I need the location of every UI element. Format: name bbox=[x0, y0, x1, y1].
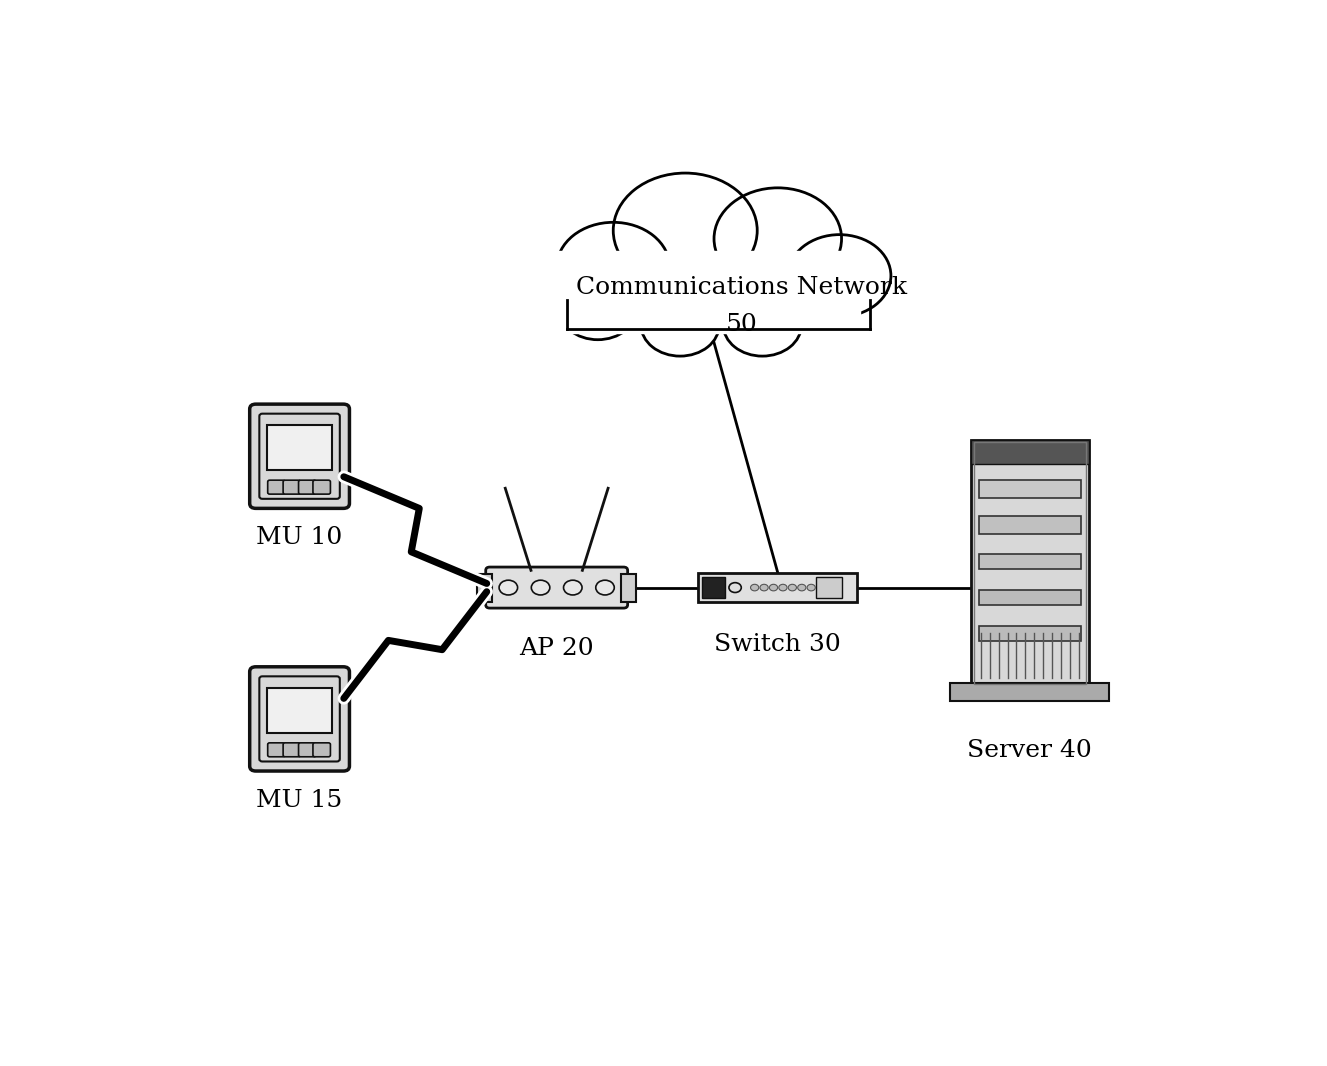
Circle shape bbox=[559, 277, 637, 340]
FancyBboxPatch shape bbox=[979, 626, 1080, 641]
FancyBboxPatch shape bbox=[313, 480, 330, 495]
Circle shape bbox=[714, 188, 841, 290]
FancyBboxPatch shape bbox=[283, 480, 301, 495]
Circle shape bbox=[531, 580, 549, 595]
FancyBboxPatch shape bbox=[950, 683, 1109, 700]
FancyBboxPatch shape bbox=[249, 667, 349, 771]
Text: 50: 50 bbox=[726, 313, 758, 337]
Circle shape bbox=[788, 235, 890, 317]
FancyBboxPatch shape bbox=[698, 572, 857, 602]
Circle shape bbox=[798, 584, 805, 591]
FancyBboxPatch shape bbox=[267, 688, 332, 732]
FancyBboxPatch shape bbox=[299, 743, 316, 757]
FancyBboxPatch shape bbox=[478, 574, 492, 601]
FancyBboxPatch shape bbox=[313, 743, 330, 757]
FancyBboxPatch shape bbox=[979, 591, 1080, 604]
Circle shape bbox=[557, 223, 670, 312]
Circle shape bbox=[729, 583, 742, 593]
FancyBboxPatch shape bbox=[259, 676, 340, 761]
FancyBboxPatch shape bbox=[816, 577, 843, 598]
Circle shape bbox=[788, 584, 796, 591]
Text: Switch 30: Switch 30 bbox=[714, 633, 841, 656]
Text: MU 10: MU 10 bbox=[256, 526, 342, 549]
FancyBboxPatch shape bbox=[979, 516, 1080, 534]
FancyBboxPatch shape bbox=[970, 440, 1089, 687]
FancyBboxPatch shape bbox=[249, 404, 349, 508]
FancyBboxPatch shape bbox=[486, 567, 628, 608]
FancyBboxPatch shape bbox=[979, 480, 1080, 498]
Circle shape bbox=[641, 294, 719, 356]
FancyBboxPatch shape bbox=[979, 554, 1080, 568]
Circle shape bbox=[770, 584, 778, 591]
FancyBboxPatch shape bbox=[621, 574, 636, 601]
FancyBboxPatch shape bbox=[970, 440, 1089, 465]
Circle shape bbox=[723, 294, 802, 356]
Circle shape bbox=[596, 580, 614, 595]
Circle shape bbox=[564, 580, 583, 595]
FancyBboxPatch shape bbox=[259, 414, 340, 499]
Circle shape bbox=[760, 584, 768, 591]
FancyBboxPatch shape bbox=[541, 252, 860, 333]
FancyBboxPatch shape bbox=[299, 480, 316, 495]
Circle shape bbox=[613, 173, 758, 288]
Text: AP 20: AP 20 bbox=[519, 636, 594, 660]
Text: Communications Network: Communications Network bbox=[576, 276, 908, 300]
FancyBboxPatch shape bbox=[283, 743, 301, 757]
FancyBboxPatch shape bbox=[267, 425, 332, 470]
FancyBboxPatch shape bbox=[268, 743, 285, 757]
Text: MU 15: MU 15 bbox=[256, 789, 342, 811]
Text: Server 40: Server 40 bbox=[967, 740, 1092, 762]
FancyBboxPatch shape bbox=[702, 577, 725, 598]
FancyBboxPatch shape bbox=[268, 480, 285, 495]
Circle shape bbox=[499, 580, 518, 595]
Circle shape bbox=[807, 584, 815, 591]
Circle shape bbox=[779, 584, 787, 591]
Circle shape bbox=[751, 584, 759, 591]
